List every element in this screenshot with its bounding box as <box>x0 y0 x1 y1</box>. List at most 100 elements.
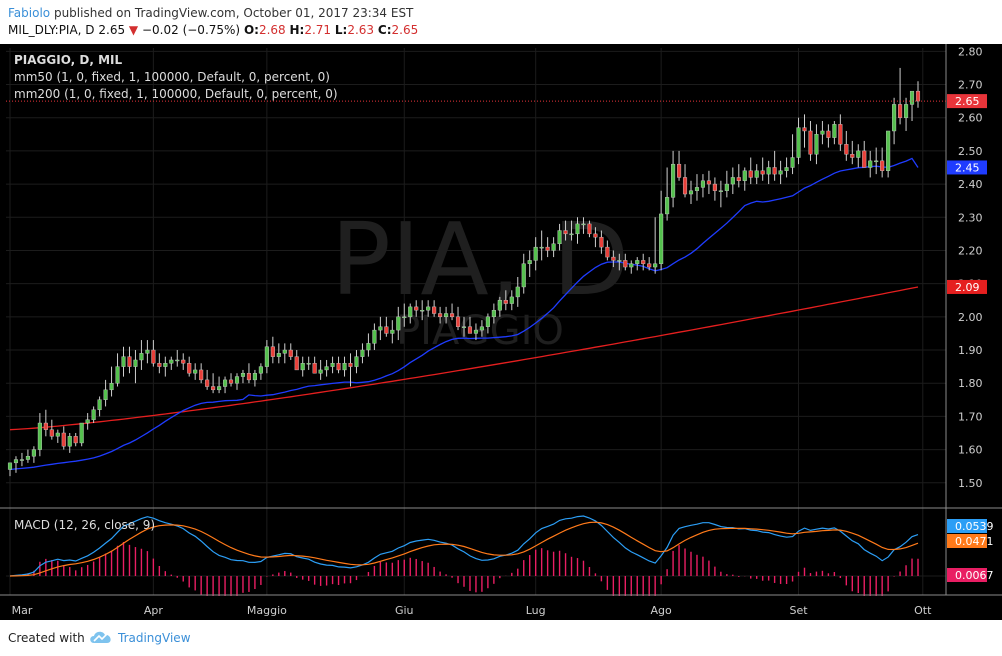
candle <box>360 343 365 364</box>
candle <box>252 369 257 387</box>
candle <box>718 180 723 208</box>
open-value: 2.68 <box>258 23 286 37</box>
candle-body <box>127 356 132 367</box>
signal-line <box>9 521 919 577</box>
ma200-path <box>9 286 919 431</box>
legend-macd[interactable]: MACD (12, 26, close, 9) <box>14 518 155 532</box>
candle <box>892 97 897 145</box>
candle <box>211 373 216 394</box>
candle <box>551 237 556 258</box>
candle-body <box>145 349 150 354</box>
y-tick-label: 1.70 <box>958 410 983 423</box>
candle-body <box>276 353 281 357</box>
macd-tag-box <box>947 519 987 533</box>
candle <box>145 340 150 364</box>
candle-body <box>641 260 646 264</box>
candle-body <box>617 260 622 262</box>
candle <box>306 356 311 370</box>
ma200-tag: 2.09 <box>947 279 987 294</box>
candle <box>730 167 735 195</box>
candle <box>19 452 24 467</box>
candle <box>258 363 263 380</box>
candle-body <box>252 373 257 381</box>
candle <box>438 306 443 324</box>
candle-body <box>814 134 819 155</box>
publish-info: published on TradingView.com, October 01… <box>53 6 414 20</box>
candle <box>151 340 156 367</box>
symbol-label[interactable]: MIL_DLY:PIA, D <box>8 23 95 37</box>
candle-body <box>479 326 484 331</box>
candle-body <box>223 379 228 387</box>
candle-body <box>175 359 180 362</box>
candle <box>479 320 484 337</box>
candle-body <box>826 130 831 138</box>
candle-body <box>402 316 407 319</box>
candle-body <box>563 230 568 235</box>
candle <box>43 409 48 437</box>
candle <box>688 180 694 204</box>
x-tick-label: Giu <box>395 604 414 617</box>
candle-body <box>838 124 843 145</box>
candle <box>605 240 610 261</box>
candle-body <box>270 346 275 357</box>
watermark: PIA, D PIAGGIO <box>331 201 630 354</box>
candle-body <box>121 356 126 367</box>
candle-body <box>533 246 538 261</box>
candle-body <box>348 363 353 367</box>
candle-body <box>73 436 78 444</box>
chart-canvas[interactable]: PIA, D PIAGGIO 1.501.601.701.801.902.002… <box>0 44 1002 620</box>
candle <box>700 174 705 198</box>
author-link[interactable]: Fabiolo <box>8 6 51 20</box>
candle <box>533 237 538 271</box>
candle <box>629 260 634 274</box>
candle-body <box>450 313 455 318</box>
candle-body <box>438 313 443 318</box>
candle <box>223 376 228 394</box>
legend-ma200[interactable]: mm200 (1, 0, fixed, 1, 100000, Default, … <box>14 87 338 101</box>
candle <box>169 356 174 370</box>
x-tick-label: Mar <box>12 604 33 617</box>
candle-body <box>444 313 449 318</box>
macd-tag-label: 0.0539 <box>955 520 994 533</box>
candle <box>826 124 831 148</box>
candle <box>205 369 210 390</box>
candle <box>127 346 132 374</box>
chart-background <box>0 44 1002 620</box>
candle <box>880 147 885 178</box>
candle <box>67 432 72 453</box>
candle-body <box>694 187 700 191</box>
candle <box>270 336 275 364</box>
candle <box>55 429 60 443</box>
hist-tag-label: 0.0067 <box>955 569 994 582</box>
axes: 1.501.601.701.801.902.002.102.202.302.40… <box>0 44 1002 620</box>
candle-body <box>312 363 317 374</box>
candle-body <box>324 366 329 371</box>
legend-ma50[interactable]: mm50 (1, 0, fixed, 1, 100000, Default, 0… <box>14 70 330 84</box>
candle <box>139 340 144 370</box>
candle-body <box>13 459 19 464</box>
candle-body <box>527 260 532 264</box>
candle <box>491 303 496 324</box>
candle-body <box>37 422 42 450</box>
candle-body <box>330 363 335 367</box>
candle <box>264 340 269 374</box>
candle-body <box>682 177 688 195</box>
candle-body <box>659 213 664 264</box>
candle <box>856 144 861 168</box>
candle <box>724 170 729 198</box>
candle-body <box>234 376 240 384</box>
candle <box>712 177 717 201</box>
candle-body <box>503 300 508 304</box>
ticker-line: MIL_DLY:PIA, D 2.65 ▼ −0.02 (−0.75%) O:2… <box>8 23 418 37</box>
tradingview-cloud-icon <box>90 631 111 643</box>
candle-body <box>611 256 616 261</box>
candle <box>909 90 915 122</box>
candle-body <box>103 389 108 400</box>
tradingview-brand-link[interactable]: TradingView <box>118 631 191 645</box>
candle <box>647 257 652 271</box>
candle-body <box>539 246 544 249</box>
candle <box>342 356 347 377</box>
candle <box>384 316 389 337</box>
candle-body <box>856 150 861 158</box>
candle-body <box>521 263 526 288</box>
